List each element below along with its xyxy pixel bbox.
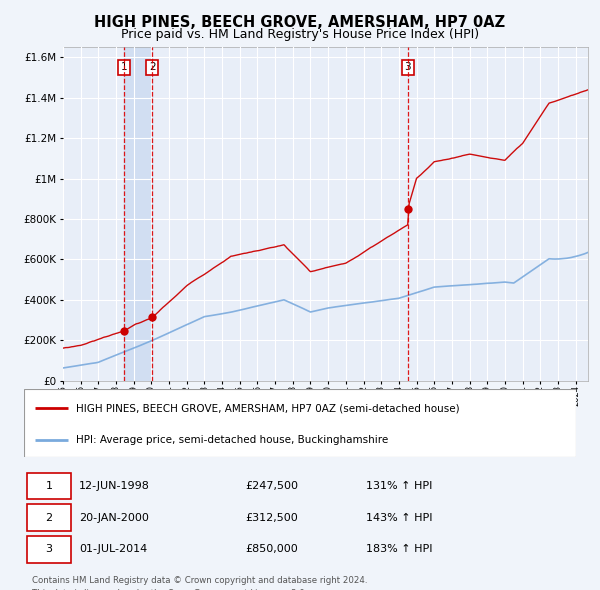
Text: 3: 3 xyxy=(404,62,411,72)
FancyBboxPatch shape xyxy=(27,473,71,499)
Text: 3: 3 xyxy=(46,545,52,555)
Text: 01-JUL-2014: 01-JUL-2014 xyxy=(79,545,148,555)
Text: Price paid vs. HM Land Registry's House Price Index (HPI): Price paid vs. HM Land Registry's House … xyxy=(121,28,479,41)
Text: This data is licensed under the Open Government Licence v3.0.: This data is licensed under the Open Gov… xyxy=(32,589,308,590)
Bar xyxy=(124,47,152,381)
Text: £850,000: £850,000 xyxy=(245,545,298,555)
Text: 2: 2 xyxy=(45,513,52,523)
FancyBboxPatch shape xyxy=(27,504,71,531)
Text: Contains HM Land Registry data © Crown copyright and database right 2024.: Contains HM Land Registry data © Crown c… xyxy=(32,576,368,585)
Text: 1: 1 xyxy=(46,481,52,491)
FancyBboxPatch shape xyxy=(27,536,71,563)
Text: £312,500: £312,500 xyxy=(245,513,298,523)
Text: 131% ↑ HPI: 131% ↑ HPI xyxy=(366,481,433,491)
Text: HPI: Average price, semi-detached house, Buckinghamshire: HPI: Average price, semi-detached house,… xyxy=(76,435,389,445)
FancyBboxPatch shape xyxy=(24,389,576,457)
Text: HIGH PINES, BEECH GROVE, AMERSHAM, HP7 0AZ: HIGH PINES, BEECH GROVE, AMERSHAM, HP7 0… xyxy=(94,15,506,30)
Text: 12-JUN-1998: 12-JUN-1998 xyxy=(79,481,150,491)
Text: £247,500: £247,500 xyxy=(245,481,298,491)
Text: HIGH PINES, BEECH GROVE, AMERSHAM, HP7 0AZ (semi-detached house): HIGH PINES, BEECH GROVE, AMERSHAM, HP7 0… xyxy=(76,404,460,414)
Text: 143% ↑ HPI: 143% ↑ HPI xyxy=(366,513,433,523)
Text: 20-JAN-2000: 20-JAN-2000 xyxy=(79,513,149,523)
Text: 183% ↑ HPI: 183% ↑ HPI xyxy=(366,545,433,555)
Text: 2: 2 xyxy=(149,62,155,72)
Text: 1: 1 xyxy=(121,62,127,72)
